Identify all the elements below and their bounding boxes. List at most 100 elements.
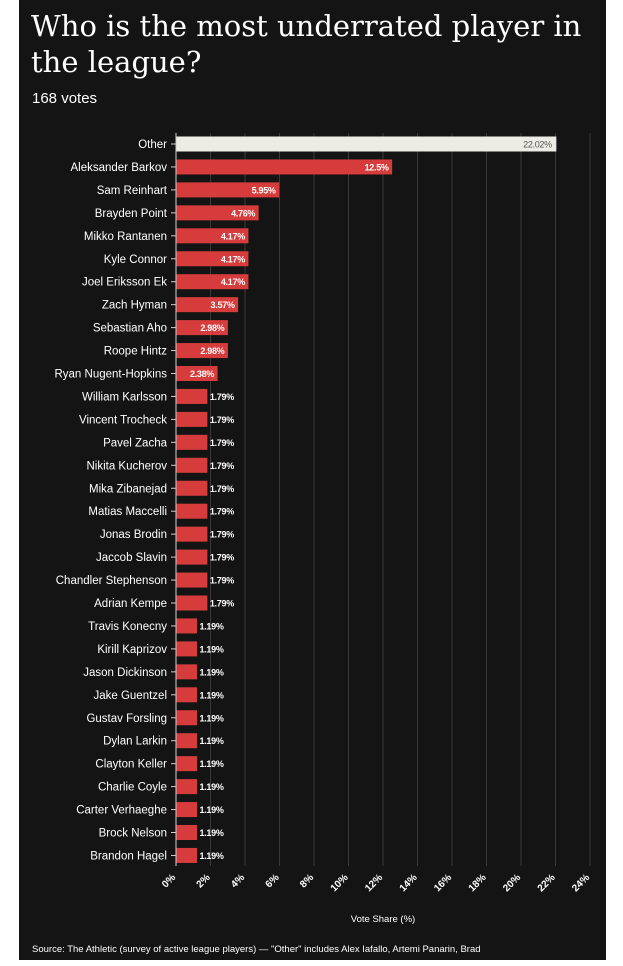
category-label: Joel Eriksson Ek: [82, 277, 167, 289]
bar: [176, 756, 198, 772]
x-axis-label: Vote Share (%): [351, 914, 415, 925]
data-label: 1.19%: [200, 644, 224, 654]
x-tick-label: 4%: [229, 872, 247, 890]
category-label: Gustav Forsling: [86, 713, 167, 725]
category-label: Carter Verhaeghe: [76, 805, 167, 817]
data-label: 1.79%: [210, 415, 234, 425]
category-label: Travis Konecny: [88, 621, 167, 633]
category-label: Jake Guentzel: [93, 690, 167, 702]
bar: [176, 847, 198, 863]
category-label: Pavel Zacha: [103, 437, 168, 449]
source-note: Source: The Athletic (survey of active l…: [32, 944, 481, 955]
bar: [176, 733, 198, 749]
category-label: Other: [138, 139, 167, 151]
bar: [176, 825, 198, 840]
bar: [176, 641, 198, 657]
category-label: Charlie Coyle: [98, 782, 167, 794]
data-label: 1.19%: [200, 851, 224, 861]
bar-chart: 22.02% 12.5% 5.95% 4.76% 4.17% 4.17% 4.17% 3.57…: [54, 133, 592, 925]
bars: 22.02% 12.5% 5.95% 4.76% 4.17% 4.17% 4.17% 3.57…: [176, 136, 557, 863]
category-label: Clayton Keller: [95, 759, 167, 771]
category-label: Brock Nelson: [99, 828, 167, 840]
category-label: William Karlsson: [82, 391, 167, 403]
category-label: Mikko Rantanen: [84, 231, 167, 243]
x-tick-label: 10%: [329, 872, 351, 894]
x-tick-label: 22%: [536, 872, 558, 894]
bar: [176, 343, 228, 359]
x-tick-label: 18%: [467, 872, 489, 894]
data-label: 1.19%: [200, 828, 224, 838]
data-label: 1.79%: [210, 507, 234, 517]
bar: [176, 136, 557, 152]
x-tick-label: 20%: [501, 872, 523, 894]
x-tick-label: 2%: [195, 872, 213, 890]
bar: [176, 687, 198, 703]
data-label: 1.19%: [200, 805, 224, 815]
x-tick-label: 6%: [264, 872, 282, 890]
bar: [176, 503, 208, 519]
category-label: Matias Maccelli: [88, 506, 167, 518]
x-tick-label: 24%: [570, 872, 592, 894]
bar: [176, 205, 259, 221]
data-label: 4.76%: [231, 208, 255, 218]
bar: [176, 618, 198, 634]
x-tick-label: 14%: [398, 872, 420, 894]
data-label: 1.79%: [210, 461, 234, 471]
x-tick-label: 12%: [363, 872, 385, 894]
category-label: Jonas Brodin: [100, 529, 167, 541]
axes: 0% 2% 4% 6% 8% 10% 12% 14% 16% 18% 20% 22% 24% Other A…: [54, 133, 592, 894]
category-label: Zach Hyman: [102, 300, 167, 312]
bar: [176, 457, 208, 473]
bar: [176, 595, 208, 611]
data-label: 1.79%: [210, 484, 234, 494]
x-tick-label: 8%: [298, 872, 316, 890]
bar: [176, 434, 208, 450]
bar: [176, 411, 208, 427]
category-label: Vincent Trocheck: [79, 414, 167, 426]
category-label: Adrian Kempe: [94, 598, 167, 610]
data-label: 2.98%: [200, 323, 224, 333]
bar: [176, 480, 208, 496]
data-label: 1.79%: [210, 553, 234, 563]
bar: [176, 320, 228, 336]
bar: [176, 251, 249, 267]
data-label: 1.19%: [200, 690, 224, 700]
data-label: 1.79%: [210, 530, 234, 540]
category-label: Jason Dickinson: [83, 667, 167, 679]
data-label: 1.19%: [200, 782, 224, 792]
data-label: 1.79%: [210, 438, 234, 448]
data-label: 1.19%: [200, 736, 224, 746]
bar: [176, 572, 208, 588]
bar: [176, 526, 208, 542]
category-label: Mika Zibanejad: [89, 483, 167, 495]
category-label: Nikita Kucherov: [86, 460, 167, 472]
data-label: 1.79%: [210, 392, 234, 402]
category-label: Kirill Kaprizov: [97, 644, 167, 656]
bar: [176, 297, 239, 313]
data-label: 2.38%: [190, 369, 214, 379]
category-label: Jaccob Slavin: [96, 552, 167, 564]
x-tick-label: 16%: [432, 872, 454, 894]
data-label: 1.79%: [210, 599, 234, 609]
bar: [176, 549, 208, 565]
data-label: 1.19%: [200, 667, 224, 677]
data-label: 4.17%: [221, 277, 245, 287]
category-label: Ryan Nugent-Hopkins: [54, 369, 167, 381]
bar: [176, 710, 198, 726]
chart-title: Who is the most underrated player in the…: [31, 9, 582, 79]
data-label: 1.19%: [200, 759, 224, 769]
data-label: 5.95%: [252, 185, 276, 195]
category-label: Sam Reinhart: [97, 185, 168, 197]
category-label: Dylan Larkin: [103, 736, 167, 748]
bar: [176, 388, 208, 404]
grid-lines: [210, 133, 591, 866]
data-label: 22.02%: [523, 140, 552, 150]
category-label: Sebastian Aho: [93, 323, 167, 335]
category-label: Roope Hintz: [104, 346, 168, 358]
category-label: Kyle Connor: [104, 254, 167, 266]
x-tick-label: 0%: [160, 872, 178, 890]
data-label: 1.19%: [200, 621, 224, 631]
category-label: Brandon Hagel: [90, 850, 167, 862]
data-label: 3.57%: [211, 300, 235, 310]
data-label: 1.19%: [200, 713, 224, 723]
